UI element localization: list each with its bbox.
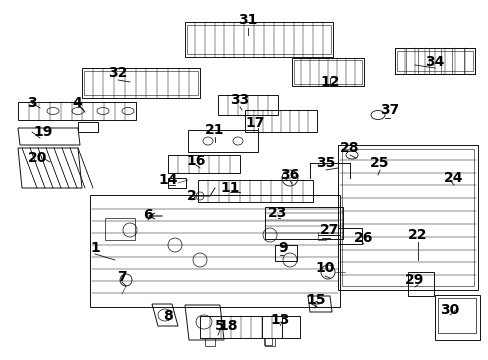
Bar [407,272,433,296]
Text: 3: 3 [27,96,37,110]
Text: 24: 24 [443,171,463,185]
Bar [396,51,472,71]
Text: 11: 11 [220,181,239,195]
Bar [90,195,339,307]
Bar [437,298,475,333]
Bar [264,338,271,345]
Text: 36: 36 [280,168,299,182]
Text: 4: 4 [72,96,81,110]
Bar [244,110,316,132]
Text: 37: 37 [380,103,399,117]
Text: 14: 14 [158,173,177,187]
Bar [264,338,274,346]
Bar [337,228,361,244]
Text: 34: 34 [425,55,444,69]
Text: 33: 33 [230,93,249,107]
Bar [341,149,473,286]
Text: 6: 6 [143,208,153,222]
Text: 17: 17 [245,116,264,130]
Text: 8: 8 [163,309,173,323]
Bar [293,60,361,84]
Text: 35: 35 [316,156,335,170]
Bar [200,316,282,338]
Bar [264,207,342,239]
Bar [274,245,296,261]
Text: 13: 13 [270,313,289,327]
Text: 28: 28 [340,141,359,155]
Bar [291,58,363,86]
Text: 22: 22 [407,228,427,242]
Text: 9: 9 [278,241,287,255]
Text: 26: 26 [354,231,373,245]
Text: 30: 30 [440,303,459,317]
Text: 20: 20 [28,151,48,165]
Bar [168,155,240,173]
Bar [84,71,198,95]
Text: 15: 15 [305,293,325,307]
Text: 29: 29 [405,273,424,287]
Text: 32: 32 [108,66,127,80]
Text: 16: 16 [186,154,205,168]
Bar [78,122,98,132]
Text: 27: 27 [320,223,339,237]
Text: 12: 12 [320,75,339,89]
Bar [394,48,474,74]
Bar [187,130,258,152]
Bar [168,178,185,188]
Bar [184,22,332,57]
Bar [186,25,330,54]
Text: 31: 31 [238,13,257,27]
Text: 21: 21 [205,123,224,137]
Text: 10: 10 [315,261,334,275]
Text: 7: 7 [117,270,126,284]
Bar [198,180,312,202]
Bar [82,68,200,98]
Text: 19: 19 [33,125,53,139]
Text: 1: 1 [90,241,100,255]
Bar [204,338,215,346]
Bar [218,95,278,115]
Text: 2: 2 [187,189,197,203]
Bar [105,218,135,240]
Text: 18: 18 [218,319,237,333]
Text: 23: 23 [268,206,287,220]
Text: 5: 5 [215,319,224,333]
Bar [18,102,136,120]
Text: 25: 25 [369,156,389,170]
Bar [337,145,477,290]
Bar [262,316,299,338]
